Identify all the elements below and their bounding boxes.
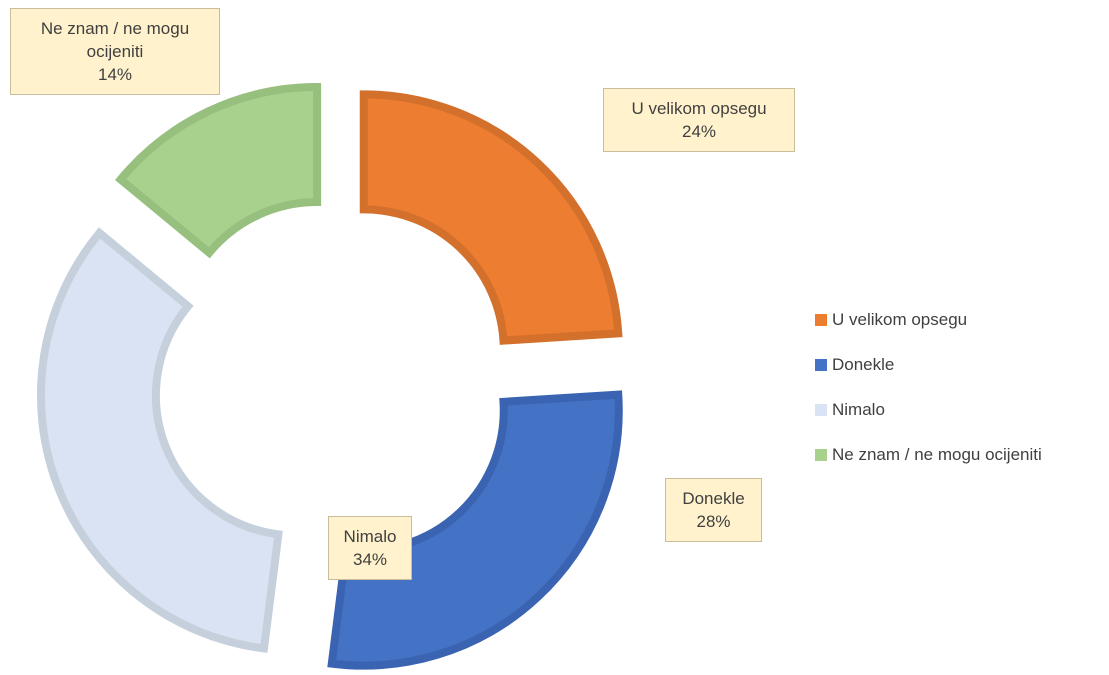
doughnut-slice (115, 82, 322, 259)
legend-entry: Donekle (815, 353, 894, 377)
legend-swatch (815, 359, 827, 371)
legend-label: Nimalo (832, 400, 885, 419)
legend-label: Donekle (832, 355, 895, 374)
legend-label: U velikom opsegu (832, 310, 968, 329)
legend-swatch (815, 404, 827, 416)
doughnut-slice (36, 227, 283, 653)
data-label: Nimalo 34% (328, 516, 412, 580)
legend-swatch (815, 314, 827, 326)
data-label: Ne znam / ne mogu ocijeniti 14% (10, 8, 220, 95)
doughnut-slice (359, 90, 623, 345)
legend-label: Ne znam / ne mogu ocijeniti (832, 445, 1042, 464)
data-label: Donekle 28% (665, 478, 762, 542)
legend-entry: Nimalo (815, 398, 885, 422)
data-label-value: 14% (97, 65, 133, 84)
legend-entry: U velikom opsegu (815, 308, 967, 332)
legend-entry: Ne znam / ne mogu ocijeniti (815, 443, 1042, 467)
data-label-category: Ne znam / ne mogu ocijeniti (40, 19, 190, 61)
data-label-value: 28% (696, 512, 731, 531)
legend-swatch (815, 449, 827, 461)
data-label-value: 24% (681, 122, 717, 141)
data-label-value: 34% (352, 550, 388, 569)
doughnut-slice (327, 390, 623, 670)
data-label-category: U velikom opsegu (631, 99, 767, 118)
data-label-category: Nimalo (343, 527, 397, 546)
data-label: U velikom opsegu 24% (603, 88, 795, 152)
data-label-category: Donekle (682, 489, 745, 508)
